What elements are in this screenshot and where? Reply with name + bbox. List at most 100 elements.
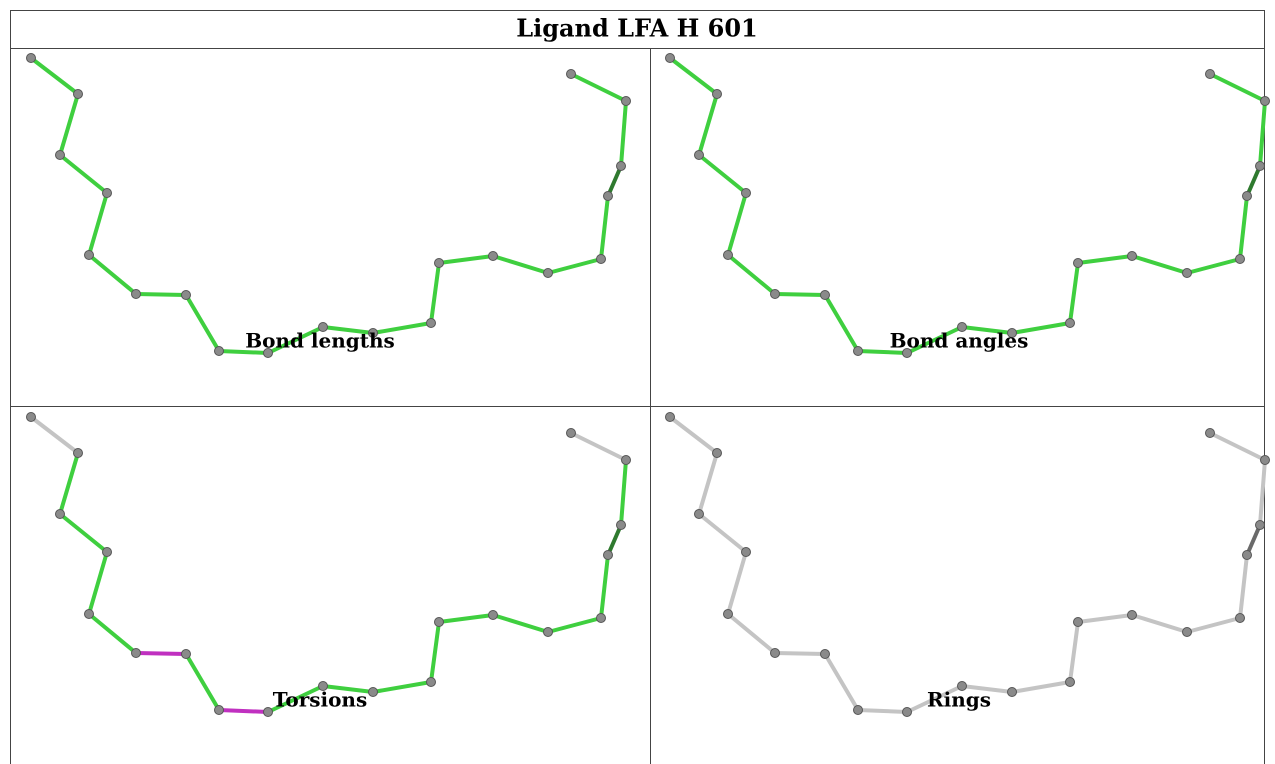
atom (426, 677, 436, 687)
atom (263, 707, 273, 717)
atom (55, 509, 65, 519)
atom (1127, 251, 1137, 261)
bond (1238, 194, 1249, 261)
bond (823, 293, 860, 353)
bond (599, 194, 610, 261)
atom (73, 89, 83, 99)
bond (321, 684, 375, 694)
bond (134, 651, 188, 656)
atom (1255, 161, 1265, 171)
bond (1258, 458, 1267, 527)
atom (596, 254, 606, 264)
bond (569, 72, 628, 103)
atom (1260, 455, 1270, 465)
atom (55, 150, 65, 160)
atom (616, 520, 626, 530)
bond (697, 451, 719, 516)
bond (1130, 254, 1189, 275)
bond (266, 325, 325, 355)
bond (569, 431, 628, 462)
atom (770, 289, 780, 299)
bond (905, 684, 964, 714)
bond (429, 261, 441, 325)
atom (770, 648, 780, 658)
bond (87, 191, 109, 257)
atom (368, 687, 378, 697)
atom (665, 412, 675, 422)
bond (1130, 613, 1189, 634)
atom (820, 290, 830, 300)
atom (1255, 520, 1265, 530)
bond (823, 652, 860, 712)
atom (1182, 627, 1192, 637)
bond (87, 550, 109, 616)
atom (434, 258, 444, 268)
bond (491, 613, 550, 634)
bond (58, 92, 80, 157)
bond (491, 254, 550, 275)
bond (1185, 257, 1242, 275)
atom (566, 428, 576, 438)
atom (712, 89, 722, 99)
bond (546, 257, 603, 275)
bond (546, 616, 603, 634)
atom (102, 547, 112, 557)
atom (665, 53, 675, 63)
panel-caption: Rings (927, 688, 991, 712)
atom (1065, 677, 1075, 687)
bond (606, 164, 623, 198)
atom (694, 150, 704, 160)
bond (1245, 164, 1262, 198)
bond (905, 325, 964, 355)
atom (723, 250, 733, 260)
panel: Bond angles (665, 53, 1270, 358)
atom (488, 251, 498, 261)
bond (217, 349, 270, 355)
panels: Bond lengths Bond angles Torsions Rings (26, 53, 1270, 717)
bond (29, 56, 80, 96)
atom (1205, 428, 1215, 438)
panel: Torsions (26, 412, 631, 717)
bond (1068, 620, 1080, 684)
bond (1076, 254, 1134, 265)
atom (1205, 69, 1215, 79)
atom (603, 191, 613, 201)
panel-caption: Torsions (273, 688, 367, 712)
bond (1245, 523, 1262, 557)
bond (726, 191, 748, 257)
bond (960, 325, 1014, 335)
bond (773, 292, 827, 297)
bond (134, 292, 188, 297)
bond (599, 553, 610, 620)
bond (726, 253, 777, 296)
bond (697, 92, 719, 157)
bond (1258, 99, 1267, 168)
bond (437, 254, 495, 265)
atom (131, 648, 141, 658)
atom (434, 617, 444, 627)
atom (621, 455, 631, 465)
bond (960, 684, 1014, 694)
bond (668, 415, 719, 455)
atom (1182, 268, 1192, 278)
atom (102, 188, 112, 198)
atom (214, 346, 224, 356)
bond (371, 321, 433, 335)
atom (1073, 617, 1083, 627)
atom (181, 290, 191, 300)
bond (619, 458, 628, 527)
atom (566, 69, 576, 79)
atom (426, 318, 436, 328)
bond (217, 708, 270, 714)
atom (820, 649, 830, 659)
atom (131, 289, 141, 299)
atom (957, 322, 967, 332)
atom (1073, 258, 1083, 268)
bond (184, 652, 221, 712)
atom (84, 609, 94, 619)
atom (853, 705, 863, 715)
atom (1127, 610, 1137, 620)
atom (596, 613, 606, 623)
